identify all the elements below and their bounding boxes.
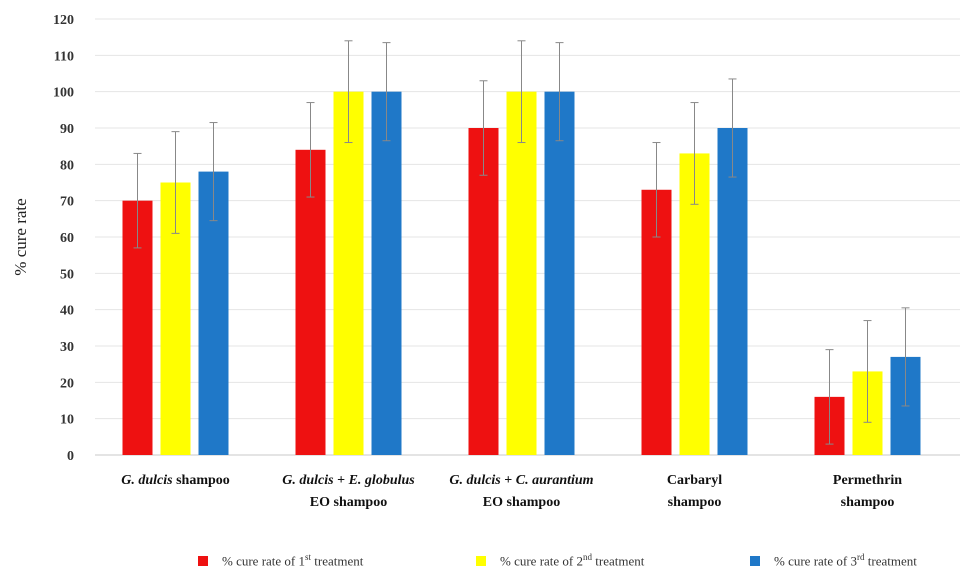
legend-label: % cure rate of 3rd treatment	[774, 552, 917, 569]
category-label: Carbaryl	[667, 473, 722, 488]
legend-swatch	[476, 555, 486, 566]
y-tick-label: 50	[60, 267, 74, 282]
y-tick-label: 120	[53, 13, 74, 28]
legend-item: % cure rate of 3rd treatment	[750, 552, 917, 569]
legend-item: % cure rate of 2nd treatment	[476, 552, 644, 569]
y-tick-label: 70	[60, 195, 74, 210]
bar	[506, 91, 537, 456]
y-axis-label: % cure rate	[11, 198, 30, 275]
bar	[717, 128, 748, 455]
legend-label: % cure rate of 2nd treatment	[500, 552, 645, 569]
category-label: EO shampoo	[310, 495, 387, 510]
bars	[122, 91, 921, 456]
category-label: G. dulcis + E. globulus	[282, 473, 415, 488]
legend-label: % cure rate of 1st treatment	[222, 552, 364, 569]
error-bars	[133, 40, 910, 445]
bar	[333, 91, 364, 456]
y-tick-label: 110	[54, 49, 74, 64]
category-label: shampoo	[668, 495, 722, 510]
y-tick-label: 30	[60, 340, 74, 355]
legend-swatch	[198, 555, 208, 566]
y-tick-label: 100	[53, 86, 74, 101]
legend: % cure rate of 1st treatment % cure rate …	[0, 552, 963, 572]
y-axis-ticks: 0 10 20 30 40 50 60 70 80 90 100 110 120	[53, 13, 74, 464]
category-label: G. dulcis + C. aurantium	[449, 473, 593, 488]
y-tick-label: 20	[60, 376, 74, 391]
y-tick-label: 90	[60, 122, 74, 137]
legend-swatch	[750, 555, 760, 566]
category-label: shampoo	[841, 495, 895, 510]
y-tick-label: 10	[60, 413, 74, 428]
legend-item: % cure rate of 1st treatment	[198, 552, 363, 569]
y-tick-label: 80	[60, 158, 74, 173]
category-label: G. dulcis shampoo	[121, 473, 230, 488]
category-label: EO shampoo	[483, 495, 560, 510]
x-axis-categories: G. dulcis shampoo G. dulcis + E. globulus…	[121, 473, 902, 510]
category-label: Permethrin	[833, 473, 902, 488]
bar	[468, 128, 499, 455]
bar	[544, 91, 575, 456]
bar-chart: 0 10 20 30 40 50 60 70 80 90 100 110 120 % cure rate…	[11, 13, 960, 510]
bar	[295, 149, 326, 456]
y-tick-label: 40	[60, 304, 74, 319]
y-tick-label: 60	[60, 231, 74, 246]
y-tick-label: 0	[67, 449, 74, 464]
bar	[371, 91, 402, 456]
